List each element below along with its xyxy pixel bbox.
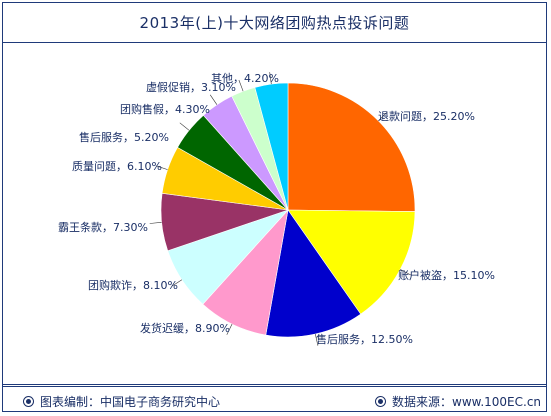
pie-slice-2 xyxy=(287,209,416,315)
pie-labels: 退款问题，25.20% 账户被盗，15.10% 售后服务，12.50% 发货迟缓，8.… xyxy=(58,72,495,346)
slice-label-8: 售后服务，5.20% xyxy=(79,130,169,144)
slice-label-5: 团购欺诈，8.10% xyxy=(88,278,178,292)
bullet-icon xyxy=(375,396,386,407)
pie-slices xyxy=(160,82,416,338)
chart-title: 2013年(上)十大网络团购热点投诉问题 xyxy=(139,14,410,32)
leader-line-3 xyxy=(315,333,319,346)
footer-divider xyxy=(3,384,546,385)
pie-slice-3 xyxy=(265,209,362,338)
slice-label-2: 账户被盗，15.10% xyxy=(398,268,495,282)
footer-source: 数据来源：www.100EC.cn xyxy=(375,393,541,410)
footer-source-text: 数据来源：www.100EC.cn xyxy=(392,395,542,409)
leader-line-8 xyxy=(179,122,190,131)
leader-line-5 xyxy=(171,279,183,287)
leader-line-2 xyxy=(400,269,411,276)
leader-line-1 xyxy=(378,112,388,122)
title-divider xyxy=(3,42,546,43)
pie-leader-lines xyxy=(149,72,411,346)
slice-label-9: 团购售假，4.30% xyxy=(120,102,210,116)
leader-line-7 xyxy=(156,165,168,170)
slice-label-10: 虚假促销，3.10% xyxy=(146,80,236,94)
slice-label-6: 霸王条款，7.30% xyxy=(58,220,148,234)
footer-compiler: 图表编制：中国电子商务研究中心 xyxy=(23,393,220,410)
slice-label-11: 其他，4.20% xyxy=(211,72,279,85)
footer-divider-secondary xyxy=(3,386,546,387)
footer: 图表编制：中国电子商务研究中心 数据来源：www.100EC.cn xyxy=(3,389,546,411)
leader-line-10 xyxy=(238,79,244,92)
slice-label-3: 售后服务，12.50% xyxy=(316,332,413,346)
slice-label-7: 质量问题，6.10% xyxy=(72,160,162,173)
slice-label-1: 退款问题，25.20% xyxy=(378,109,475,123)
leader-line-11 xyxy=(269,72,272,85)
bullet-icon xyxy=(23,396,34,407)
slice-label-4: 发货迟缓，8.90% xyxy=(140,321,230,335)
footer-compiler-text: 图表编制：中国电子商务研究中心 xyxy=(40,395,221,409)
pie-slice-11 xyxy=(254,82,289,211)
pie-slice-1 xyxy=(287,82,416,212)
chart-frame: 2013年(上)十大网络团购热点投诉问题 图表编制：中国电子商务研究中心 数据来… xyxy=(2,2,547,412)
leader-line-6 xyxy=(149,222,162,224)
leader-line-4 xyxy=(226,323,233,335)
leader-line-9 xyxy=(209,94,218,105)
